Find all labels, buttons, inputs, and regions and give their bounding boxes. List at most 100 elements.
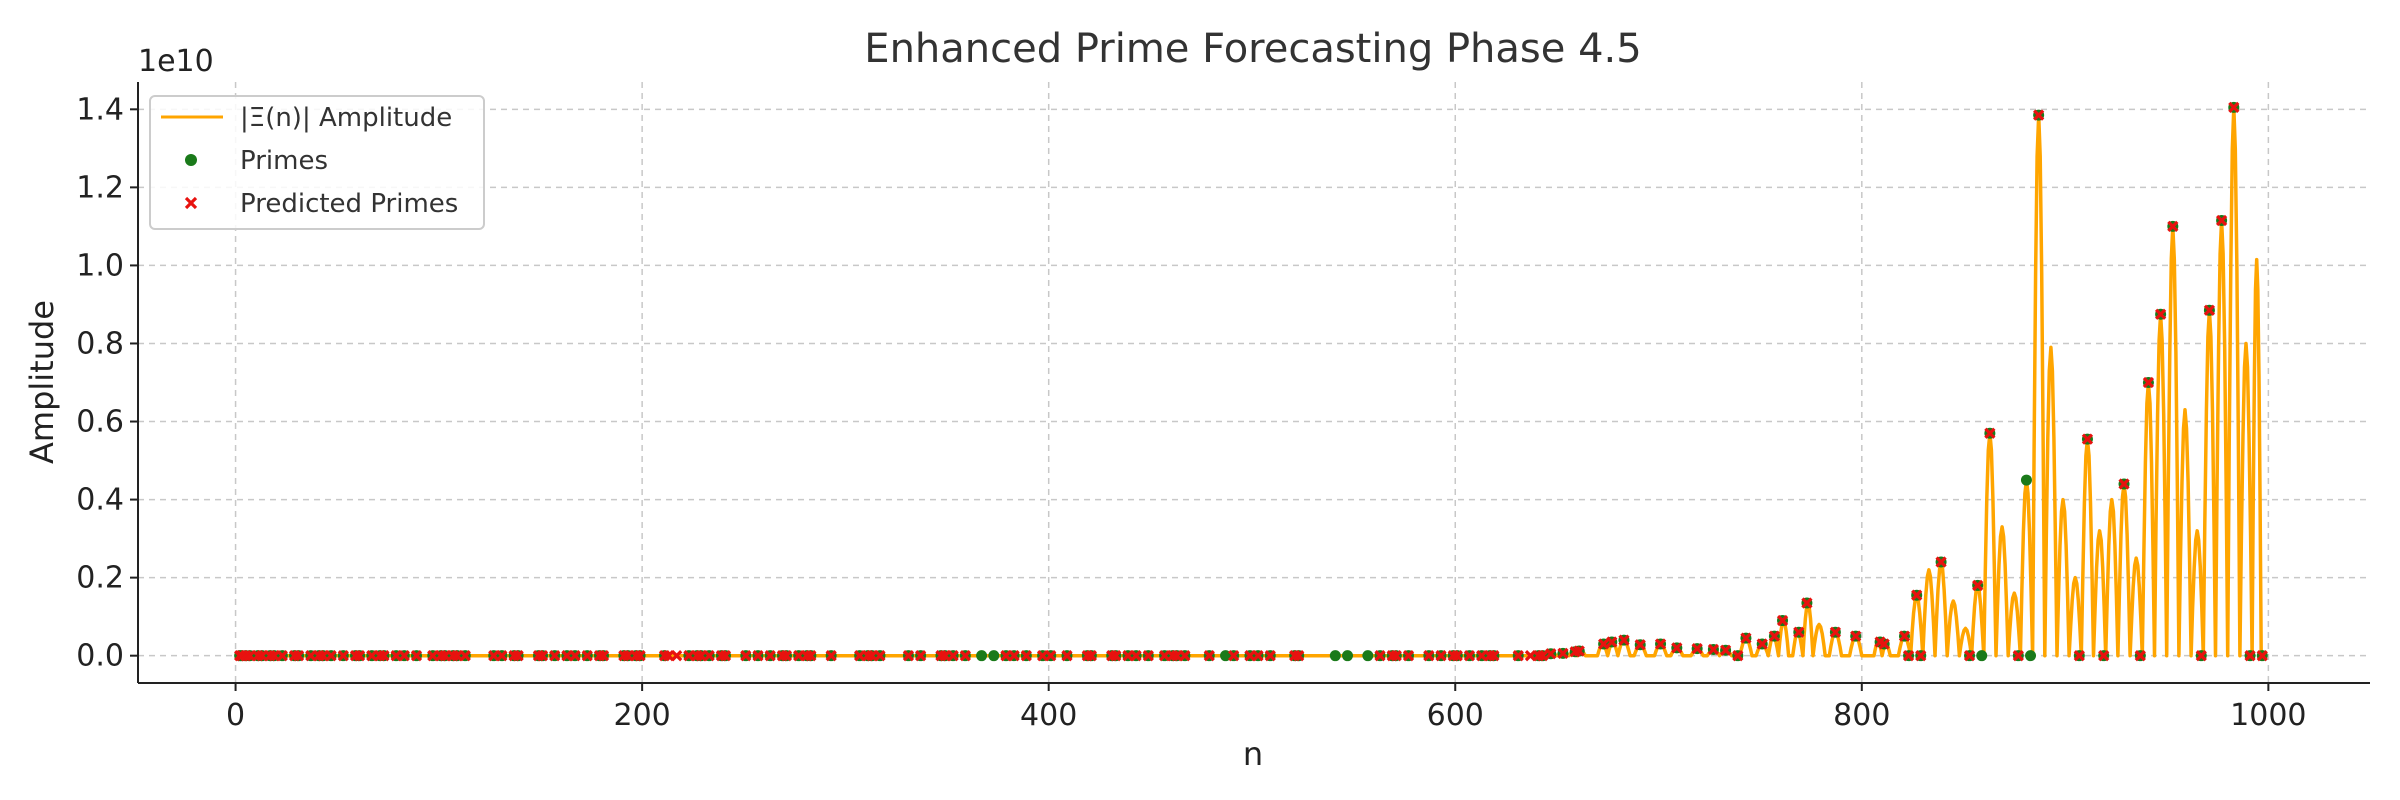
- predicted-prime-point: [1130, 650, 1142, 662]
- predicted-prime-point: [1203, 650, 1215, 662]
- predicted-prime-point: [536, 650, 549, 662]
- prime-point: [1220, 650, 1232, 662]
- predicted-prime-point: [353, 650, 366, 662]
- prime-point: [1976, 650, 1988, 662]
- predicted-prime-point: [805, 650, 817, 662]
- predicted-prime-point: [1557, 647, 1569, 659]
- predicted-prime-point: [959, 650, 971, 662]
- predicted-prime-point: [1435, 650, 1447, 662]
- predicted-prime-point: [1984, 427, 1996, 439]
- prime-point: [1362, 650, 1374, 662]
- predicted-prime-point: [2167, 220, 2179, 233]
- legend-predicted-marker: [184, 196, 198, 210]
- y-tick-label: 1.2: [76, 170, 124, 205]
- predicted-prime-point: [2134, 650, 2146, 662]
- predicted-prime-point: [1793, 626, 1805, 638]
- y-offset-label: 1e10: [138, 44, 214, 79]
- predicted-prime-point: [1573, 645, 1585, 657]
- predicted-prime-point: [2073, 650, 2085, 662]
- x-tick-label: 800: [1833, 698, 1890, 733]
- predicted-prime-point: [2142, 376, 2155, 389]
- predicted-primes-layer: [234, 101, 2268, 662]
- predicted-prime-point: [2154, 308, 2167, 320]
- predicted-prime-point: [459, 650, 471, 662]
- predicted-prime-point: [947, 650, 959, 662]
- predicted-prime-point: [276, 650, 288, 662]
- predicted-prime-point: [1898, 630, 1911, 642]
- predicted-prime-point: [1972, 579, 1984, 592]
- y-tick-label: 0.8: [76, 326, 124, 361]
- x-tick-label: 1000: [2230, 698, 2306, 733]
- predicted-prime-point: [1606, 636, 1618, 648]
- predicted-prime-point: [1707, 643, 1720, 656]
- predicted-prime-point: [902, 650, 915, 662]
- predicted-prime-point: [1451, 650, 1463, 662]
- predicted-prime-point: [1902, 650, 1915, 662]
- predicted-prime-point: [1264, 650, 1276, 662]
- predicted-prime-point: [1008, 650, 1020, 662]
- legend-frame: [149, 95, 485, 230]
- predicted-prime-point: [2033, 109, 2045, 121]
- predicted-prime-point: [634, 650, 646, 662]
- prime-point: [976, 650, 988, 662]
- predicted-prime-point: [581, 650, 593, 662]
- predicted-prime-point: [1829, 626, 1842, 638]
- predicted-prime-point: [1179, 650, 1191, 662]
- x-axis-label: n: [1243, 735, 1263, 773]
- predicted-prime-point: [2098, 650, 2110, 662]
- predicted-prime-point: [1756, 638, 1768, 650]
- predicted-prime-point: [1768, 630, 1781, 642]
- predicted-prime-point: [1374, 650, 1386, 662]
- legend-predicted-x: [184, 196, 198, 210]
- predicted-prime-point: [2203, 304, 2216, 316]
- predicted-prime-point: [2215, 214, 2228, 227]
- predicted-prime-point: [1423, 650, 1435, 662]
- predicted-prime-point: [703, 650, 715, 662]
- predicted-prime-point: [597, 650, 610, 662]
- predicted-prime-point: [1776, 614, 1789, 627]
- predicted-prime-point: [1061, 650, 1073, 662]
- legend-primes-marker: [185, 154, 197, 166]
- predicted-prime-point: [1110, 650, 1122, 662]
- predicted-prime-point: [1935, 556, 1947, 568]
- predicted-prime-point: [1252, 650, 1264, 662]
- predicted-prime-point: [1512, 650, 1524, 662]
- predicted-prime-point: [512, 650, 524, 662]
- predicted-prime-point: [1020, 650, 1032, 662]
- x-tick-label: 400: [1020, 698, 1077, 733]
- predicted-prime-point: [740, 650, 752, 662]
- x-tick-label: 600: [1427, 698, 1484, 733]
- predicted-prime-point: [1228, 650, 1240, 662]
- x-tick-label: 200: [613, 698, 670, 733]
- y-tick-label: 1.4: [76, 92, 124, 127]
- prime-point: [2020, 474, 2032, 486]
- predicted-prime-point: [496, 650, 508, 662]
- axes: [130, 82, 2370, 691]
- prime-point: [1329, 650, 1341, 662]
- predicted-prime-point: [1390, 650, 1402, 662]
- predicted-prime-point: [337, 650, 349, 662]
- predicted-prime-point: [1402, 650, 1415, 662]
- predicted-prime-point: [1740, 632, 1752, 644]
- predicted-prime-point: [378, 650, 390, 662]
- predicted-prime-point: [292, 650, 305, 662]
- predicted-prime-point: [671, 650, 683, 662]
- y-tick-label: 0.2: [76, 561, 124, 596]
- predicted-prime-point: [719, 650, 732, 662]
- predicted-prime-point: [874, 650, 886, 662]
- y-tick-label: 0.0: [76, 639, 124, 674]
- predicted-prime-point: [1598, 638, 1610, 650]
- predicted-prime-point: [2195, 650, 2207, 662]
- predicted-prime-point: [764, 650, 776, 662]
- predicted-prime-point: [1463, 650, 1476, 662]
- y-tick-label: 0.4: [76, 483, 124, 518]
- y-tick-label: 1.0: [76, 248, 124, 283]
- predicted-prime-point: [1691, 643, 1703, 655]
- amplitude-line-layer: [239, 105, 2265, 658]
- predicted-prime-point: [1045, 650, 1057, 662]
- legend-label-amplitude: |Ξ(n)| Amplitude: [240, 103, 452, 133]
- predicted-prime-point: [825, 650, 837, 662]
- tick-labels: 0 200 400 600 800 1000 0.0 0.2 0.4 0.6 0.8 1.0 1.2 1.…: [76, 92, 2306, 733]
- predicted-prime-point: [325, 650, 337, 662]
- predicted-prime-point: [1085, 650, 1098, 662]
